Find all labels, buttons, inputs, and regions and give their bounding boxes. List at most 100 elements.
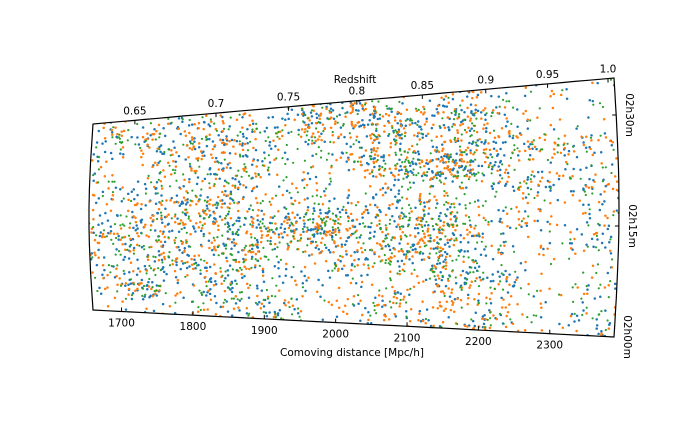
scatter-point: [443, 203, 446, 206]
scatter-point: [306, 117, 309, 120]
scatter-point: [283, 299, 287, 302]
scatter-point: [389, 270, 392, 274]
scatter-point: [347, 220, 350, 223]
scatter-point: [214, 203, 217, 206]
scatter-point: [450, 111, 453, 115]
scatter-point: [111, 194, 115, 197]
scatter-point: [401, 102, 404, 105]
scatter-point: [318, 251, 321, 255]
scatter-point: [354, 282, 358, 285]
scatter-point: [403, 135, 407, 138]
scatter-point: [173, 221, 177, 224]
scatter-point: [360, 246, 363, 250]
scatter-point: [516, 276, 519, 279]
scatter-point: [516, 302, 519, 306]
scatter-point: [154, 192, 158, 195]
scatter-point: [229, 116, 232, 119]
scatter-point: [303, 265, 307, 269]
scatter-point: [496, 270, 500, 273]
scatter-point: [317, 278, 320, 282]
scatter-point: [467, 216, 471, 219]
scatter-point: [151, 138, 154, 141]
scatter-point: [374, 135, 377, 138]
scatter-point: [576, 125, 579, 128]
scatter-point: [381, 115, 385, 118]
scatter-point: [393, 119, 397, 122]
scatter-point: [109, 151, 113, 155]
scatter-point: [506, 291, 510, 294]
scatter-point: [397, 250, 401, 253]
scatter-point: [132, 248, 135, 252]
scatter-point: [305, 183, 309, 187]
scatter-point: [482, 127, 485, 130]
scatter-point: [193, 258, 196, 261]
scatter-point: [317, 146, 320, 149]
scatter-point: [373, 230, 376, 234]
scatter-point: [435, 157, 438, 161]
scatter-point: [398, 227, 402, 231]
scatter-point: [296, 113, 300, 116]
scatter-point: [307, 138, 310, 142]
scatter-point: [407, 161, 410, 164]
scatter-point: [484, 113, 487, 117]
scatter-point: [508, 100, 511, 103]
scatter-point: [119, 227, 123, 230]
scatter-point: [599, 193, 602, 196]
scatter-point: [337, 231, 341, 234]
scatter-point: [173, 269, 177, 273]
scatter-point: [159, 201, 162, 205]
bottom-tick-label: 2000: [322, 329, 349, 341]
scatter-point: [466, 233, 469, 236]
scatter-point: [500, 252, 503, 256]
scatter-point: [380, 155, 383, 159]
scatter-point: [579, 177, 582, 180]
scatter-point: [495, 106, 498, 109]
scatter-point: [215, 129, 218, 132]
scatter-point: [442, 265, 445, 268]
scatter-point: [306, 226, 309, 229]
scatter-point: [222, 127, 226, 130]
scatter-point: [146, 287, 149, 291]
scatter-point: [595, 234, 599, 237]
scatter-point: [315, 194, 318, 197]
scatter-point: [116, 132, 119, 136]
scatter-point: [561, 242, 564, 245]
scatter-point: [241, 148, 245, 152]
scatter-point: [400, 137, 403, 140]
scatter-point: [327, 210, 330, 214]
scatter-point: [165, 199, 168, 202]
scatter-point: [221, 305, 225, 309]
scatter-point: [378, 289, 381, 292]
scatter-point: [531, 170, 534, 173]
scatter-point: [546, 220, 549, 224]
scatter-point: [214, 272, 218, 276]
scatter-point: [222, 242, 225, 245]
scatter-point: [431, 225, 434, 228]
scatter-point: [489, 317, 492, 320]
scatter-point: [428, 199, 432, 202]
scatter-point: [132, 283, 136, 286]
scatter-point: [431, 145, 435, 149]
scatter-point: [132, 188, 136, 191]
scatter-point: [460, 153, 464, 157]
scatter-point: [140, 218, 144, 221]
scatter-point: [153, 260, 157, 263]
scatter-point: [273, 247, 277, 251]
scatter-point: [511, 185, 515, 188]
scatter-point: [168, 305, 172, 308]
scatter-point: [339, 156, 343, 159]
scatter-point: [319, 112, 323, 115]
scatter-point: [503, 113, 507, 117]
scatter-point: [100, 222, 104, 225]
scatter-point: [363, 175, 367, 179]
scatter-point: [409, 207, 412, 210]
scatter-point: [121, 300, 124, 303]
scatter-point: [317, 247, 321, 251]
scatter-point: [426, 132, 430, 135]
scatter-point: [406, 249, 409, 253]
scatter-point: [421, 252, 425, 255]
scatter-point: [331, 228, 335, 232]
scatter-point: [190, 257, 193, 261]
scatter-point: [600, 241, 604, 245]
scatter-point: [481, 204, 485, 207]
